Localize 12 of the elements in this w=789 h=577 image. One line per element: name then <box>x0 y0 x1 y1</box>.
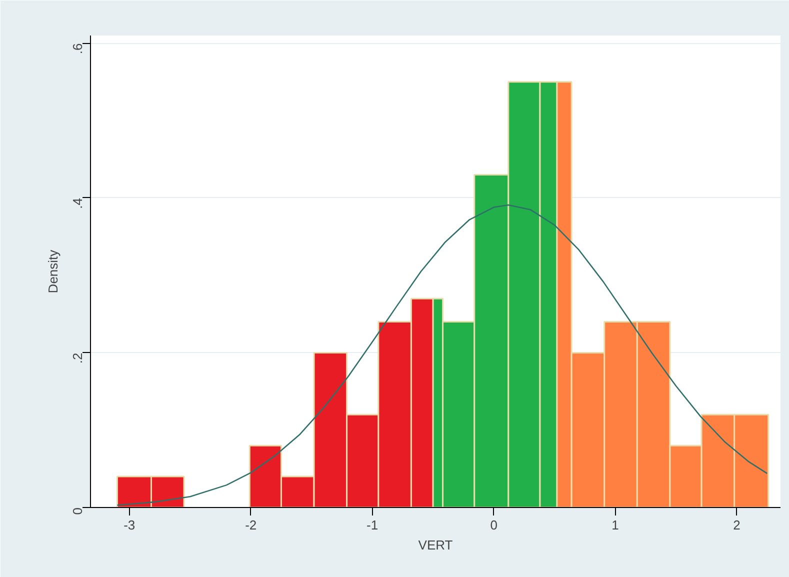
x-axis-title: VERT <box>418 538 453 552</box>
x-tick-label: -1 <box>366 518 378 532</box>
y-tick-label: .4 <box>70 198 85 209</box>
y-tick-label: .6 <box>70 43 85 54</box>
x-tick-label: -3 <box>124 518 136 532</box>
x-tick-label: 2 <box>733 518 740 532</box>
x-tick-label: 1 <box>612 518 619 532</box>
y-axis-title: Density <box>46 249 60 294</box>
y-tick-label: 0 <box>70 507 85 515</box>
x-tick-label: -2 <box>245 518 257 532</box>
x-tick-label: 0 <box>490 518 498 532</box>
y-tick-label: .2 <box>70 352 85 364</box>
